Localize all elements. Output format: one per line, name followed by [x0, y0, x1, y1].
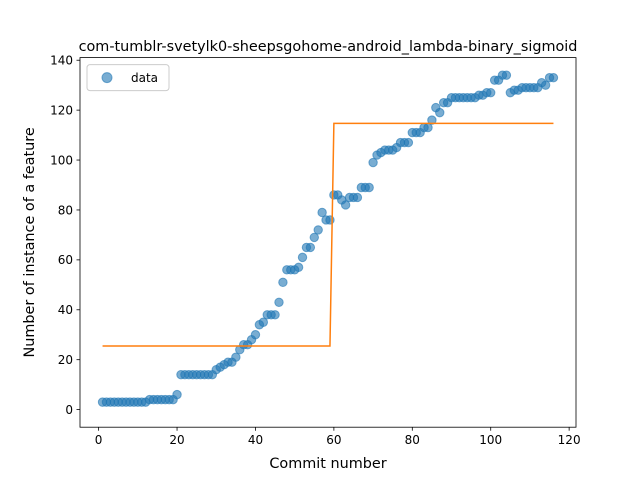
axes-frame	[79, 57, 577, 428]
ticks-layer: 0 20 40 60 80 100 120 0 20 40 60 80 100 120 140	[50, 54, 580, 448]
y-tick-label: 100	[50, 153, 73, 167]
data-point	[368, 157, 378, 168]
x-tick-label: 120	[558, 433, 581, 447]
data-point	[305, 242, 316, 253]
data-point	[435, 107, 445, 118]
data-point	[403, 137, 414, 148]
legend-box	[86, 64, 170, 92]
data-point	[501, 70, 512, 80]
data-point	[297, 252, 308, 263]
data-point	[427, 115, 437, 125]
data-point	[309, 232, 319, 243]
data-point	[340, 200, 351, 210]
x-tick-label: 20	[169, 433, 184, 447]
y-tick-label: 40	[58, 303, 73, 317]
data-point	[278, 277, 288, 288]
chart-title: com-tumblr-svetylk0-sheepsgohome-android…	[79, 39, 578, 55]
sigmoid-fit-line	[102, 122, 554, 347]
plot-layer	[97, 70, 559, 407]
data-point	[352, 192, 363, 203]
legend: data	[86, 64, 170, 92]
y-axis-label: Number of instance of a feature	[22, 127, 38, 357]
data-point	[313, 225, 323, 235]
data-point	[548, 72, 559, 83]
x-tick-label: 80	[405, 433, 420, 447]
data-point	[172, 389, 182, 400]
data-point	[258, 317, 269, 327]
x-axis-label: Commit number	[269, 456, 386, 472]
data-point	[270, 310, 280, 320]
x-tick-label: 40	[248, 433, 263, 447]
legend-label-data: data	[131, 71, 158, 85]
data-point	[274, 297, 284, 307]
y-tick-label: 0	[65, 403, 73, 417]
y-tick-label: 60	[58, 253, 73, 267]
data-point	[317, 207, 327, 218]
data-point	[364, 182, 374, 193]
y-tick-label: 140	[50, 54, 73, 68]
data-point	[231, 352, 241, 362]
y-tick-label: 20	[58, 353, 73, 367]
x-tick-label: 0	[95, 433, 103, 447]
y-tick-label: 120	[50, 103, 73, 117]
y-tick-label: 80	[58, 203, 73, 217]
data-point	[293, 262, 304, 273]
data-point	[486, 87, 496, 98]
legend-marker	[101, 72, 113, 84]
data-point	[540, 80, 551, 90]
x-tick-label: 100	[479, 433, 502, 447]
x-tick-label: 60	[326, 433, 341, 447]
data-point	[250, 330, 261, 340]
